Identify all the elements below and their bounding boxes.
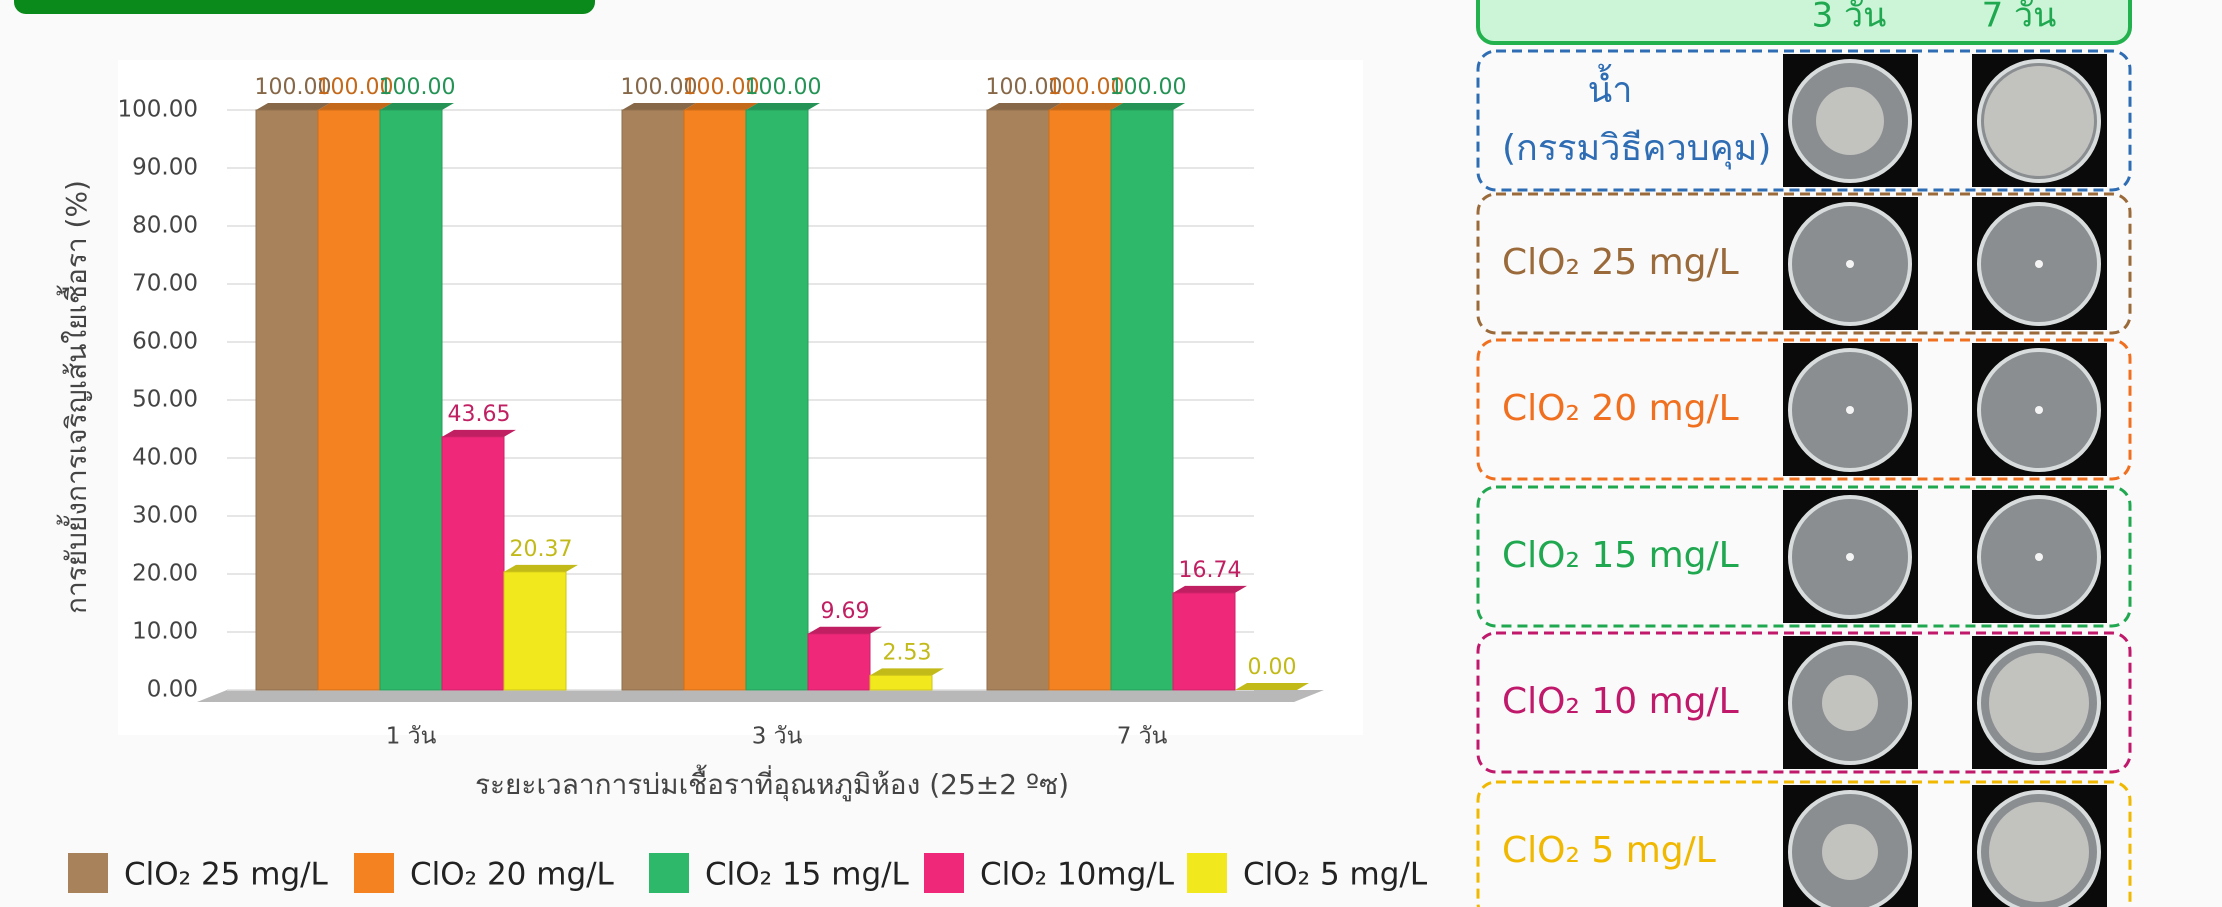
- x-tick-label: 1 วัน: [386, 724, 437, 750]
- y-tick-label: 30.00: [132, 503, 198, 529]
- y-tick-label: 60.00: [132, 329, 198, 355]
- legend-label: ClO₂ 15 mg/L: [705, 857, 910, 893]
- bar: [746, 110, 808, 690]
- bar: [1111, 110, 1173, 690]
- bar-top: [987, 103, 1061, 110]
- row-label: (กรรมวิธีควบคุม): [1502, 128, 1771, 170]
- value-label: 100.00: [379, 75, 456, 100]
- bar-top: [504, 565, 578, 572]
- y-tick-label: 50.00: [132, 387, 198, 413]
- bar: [808, 634, 870, 690]
- fungus: [1984, 66, 2094, 176]
- bar: [318, 110, 380, 690]
- value-label: 9.69: [821, 599, 870, 624]
- bar: [504, 572, 566, 690]
- bar: [256, 110, 318, 690]
- row-label: ClO₂ 20 mg/L: [1502, 388, 1739, 429]
- value-label: 20.37: [510, 537, 573, 562]
- row-label: น้ำ: [1588, 63, 1633, 111]
- fungus: [1846, 406, 1854, 414]
- legend-label: ClO₂ 10mg/L: [980, 857, 1175, 893]
- bar: [1173, 593, 1235, 690]
- bar-top: [622, 103, 696, 110]
- fungus: [1846, 553, 1854, 561]
- fungus: [1822, 675, 1878, 731]
- row-label: ClO₂ 10 mg/L: [1502, 681, 1739, 722]
- legend-label: ClO₂ 20 mg/L: [410, 857, 615, 893]
- bar-top: [870, 668, 944, 675]
- fungus: [2035, 260, 2043, 268]
- bar: [684, 110, 746, 690]
- bar-top: [1235, 683, 1309, 690]
- y-tick-label: 70.00: [132, 271, 198, 297]
- fungus: [2035, 553, 2043, 561]
- bar-top: [318, 103, 392, 110]
- value-label: 100.00: [1110, 75, 1187, 100]
- x-tick-label: 7 วัน: [1117, 724, 1168, 750]
- row-label: ClO₂ 25 mg/L: [1502, 242, 1739, 283]
- bar-top: [684, 103, 758, 110]
- fungus: [1989, 802, 2089, 902]
- title-bar: [14, 0, 595, 14]
- value-label: 16.74: [1179, 558, 1242, 583]
- bar-top: [1111, 103, 1185, 110]
- y-tick-label: 0.00: [147, 677, 198, 703]
- legend-label: ClO₂ 25 mg/L: [124, 857, 329, 893]
- bar-top: [442, 430, 516, 437]
- bar-top: [1173, 586, 1247, 593]
- bar-top: [746, 103, 820, 110]
- fungus: [1846, 260, 1854, 268]
- page: การยับยั้งการเจริญเส้นใยเชื้อรา (%) ระยะ…: [0, 0, 2222, 907]
- y-axis-title: การยับยั้งการเจริญเส้นใยเชื้อรา (%): [56, 180, 93, 614]
- bar: [442, 437, 504, 690]
- y-tick-label: 40.00: [132, 445, 198, 471]
- x-axis-title: ระยะเวลาการบ่มเชื้อราที่อุณหภูมิห้อง (25…: [475, 764, 1069, 802]
- bar: [380, 110, 442, 690]
- floor: [197, 690, 1324, 702]
- y-tick-label: 10.00: [132, 619, 198, 645]
- bar-top: [1049, 103, 1123, 110]
- row-label: ClO₂ 5 mg/L: [1502, 830, 1716, 871]
- fungus: [1989, 653, 2089, 753]
- bar: [870, 675, 932, 690]
- x-tick-label: 3 วัน: [752, 724, 803, 750]
- legend-swatch: [68, 853, 108, 893]
- bar: [987, 110, 1049, 690]
- bar: [1049, 110, 1111, 690]
- legend-swatch: [649, 853, 689, 893]
- fungus: [2035, 406, 2043, 414]
- y-tick-label: 20.00: [132, 561, 198, 587]
- y-tick-label: 100.00: [118, 97, 198, 123]
- legend-swatch: [354, 853, 394, 893]
- bar-top: [808, 627, 882, 634]
- y-tick-label: 80.00: [132, 213, 198, 239]
- header-label: 7 วัน: [1982, 0, 2057, 36]
- legend-swatch: [1187, 853, 1227, 893]
- header-label: 3 วัน: [1812, 0, 1887, 36]
- fungus: [1816, 87, 1884, 155]
- bar-top: [380, 103, 454, 110]
- value-label: 0.00: [1248, 655, 1297, 680]
- bar: [622, 110, 684, 690]
- fungus: [1822, 824, 1878, 880]
- legend-label: ClO₂ 5 mg/L: [1243, 857, 1428, 893]
- value-label: 100.00: [745, 75, 822, 100]
- bar-top: [256, 103, 330, 110]
- y-tick-label: 90.00: [132, 155, 198, 181]
- legend-swatch: [924, 853, 964, 893]
- value-label: 2.53: [883, 640, 932, 665]
- value-label: 43.65: [448, 402, 511, 427]
- row-label: ClO₂ 15 mg/L: [1502, 535, 1739, 576]
